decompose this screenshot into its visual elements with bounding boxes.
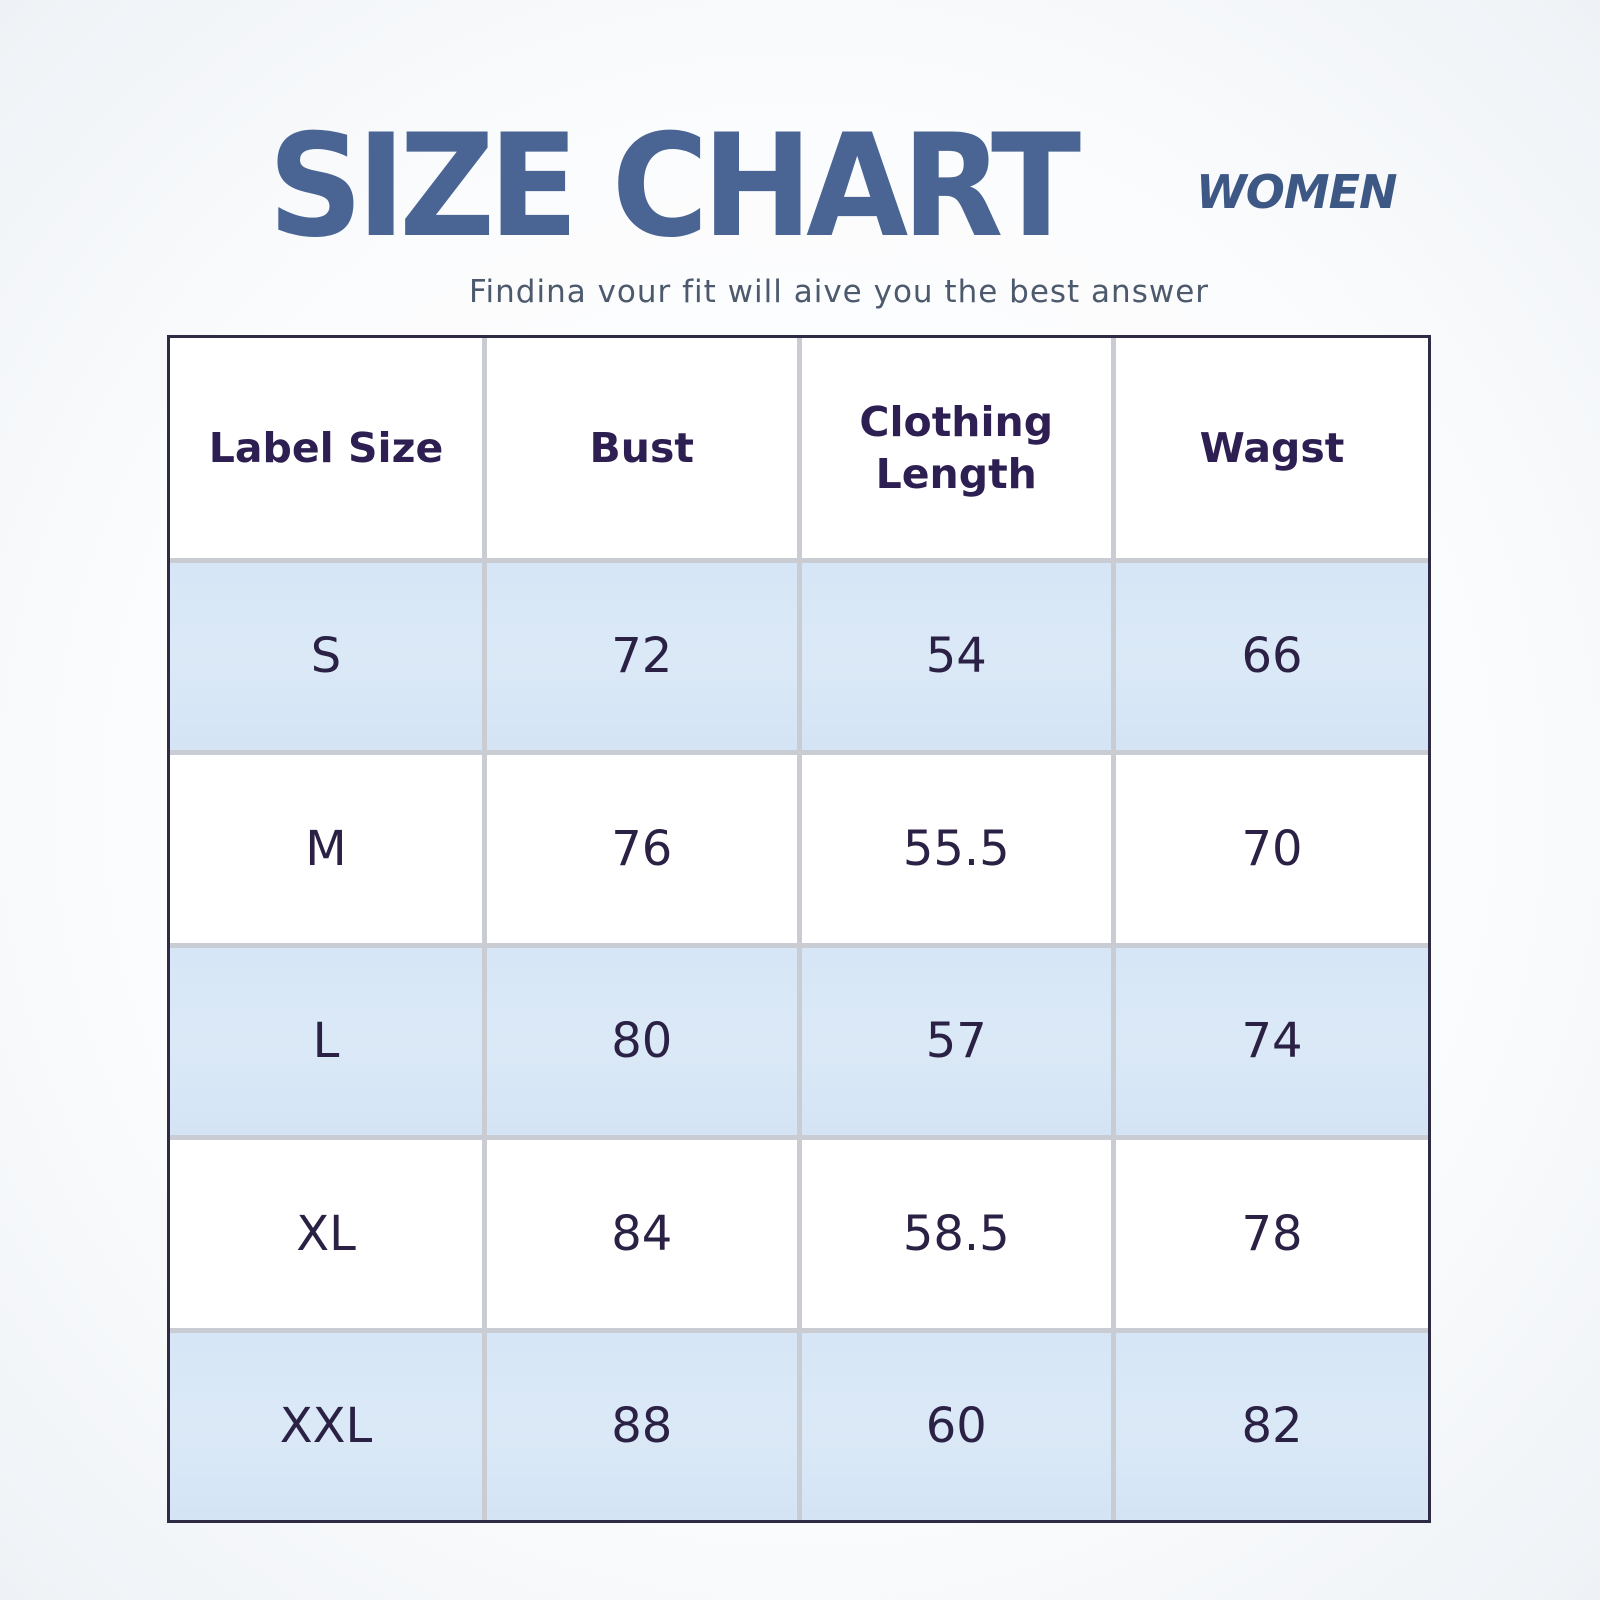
cell-bust: 72	[482, 557, 802, 756]
cell-length: 58.5	[796, 1135, 1116, 1333]
cell-size: XL	[170, 1135, 487, 1333]
cell-bust: 88	[482, 1327, 802, 1520]
cell-size: M	[170, 750, 487, 948]
column-header-label-size: Label Size	[170, 338, 487, 563]
table-row: S 72 54 66	[170, 557, 1428, 756]
cell-bust: 80	[482, 942, 802, 1141]
cell-length: 55.5	[796, 750, 1116, 948]
column-header-clothing-length: Clothing Length	[796, 338, 1116, 563]
table-row: XL 84 58.5 78	[170, 1135, 1428, 1333]
size-table-grid: Label Size Bust Clothing Length Wagst S …	[170, 338, 1428, 1520]
table-row: L 80 57 74	[170, 942, 1428, 1141]
page-title: SIZE CHART	[268, 104, 1081, 269]
cell-length: 60	[796, 1327, 1116, 1520]
cell-size: XXL	[170, 1327, 487, 1520]
column-header-clothing-length-text: Clothing Length	[859, 397, 1054, 498]
cell-waist: 66	[1111, 557, 1428, 756]
table-row: M 76 55.5 70	[170, 750, 1428, 948]
cell-size: S	[170, 557, 487, 756]
size-table: Label Size Bust Clothing Length Wagst S …	[167, 335, 1431, 1523]
cell-waist: 70	[1111, 750, 1428, 948]
tagline: Findina vour fit will aive you the best …	[468, 274, 1210, 310]
cell-bust: 76	[482, 750, 802, 948]
page-subtitle: WOMEN	[1196, 165, 1398, 219]
cell-bust: 84	[482, 1135, 802, 1333]
cell-size: L	[170, 942, 487, 1141]
title-block: SIZE CHART WOMEN	[0, 112, 1600, 262]
table-row: XXL 88 60 82	[170, 1327, 1428, 1520]
table-header-row: Label Size Bust Clothing Length Wagst	[170, 338, 1428, 563]
cell-waist: 78	[1111, 1135, 1428, 1333]
cell-waist: 74	[1111, 942, 1428, 1141]
cell-length: 54	[796, 557, 1116, 756]
column-header-bust: Bust	[482, 338, 802, 563]
column-header-waist: Wagst	[1111, 338, 1428, 563]
cell-waist: 82	[1111, 1327, 1428, 1520]
cell-length: 57	[796, 942, 1116, 1141]
